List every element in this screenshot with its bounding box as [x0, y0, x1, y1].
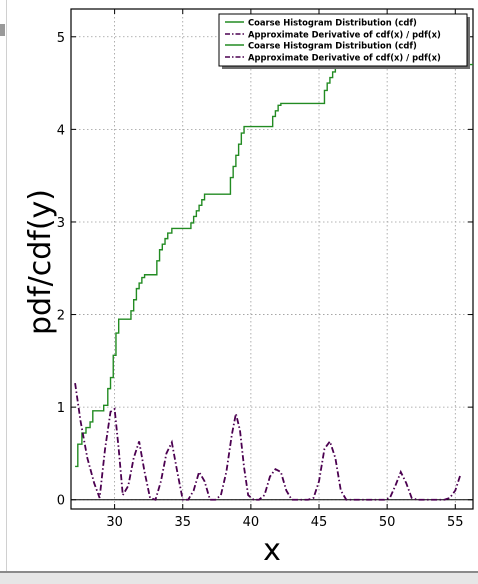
legend: Coarse Histogram Distribution (cdf) Appr… [218, 13, 470, 69]
legend-box [218, 13, 468, 67]
legend-entry-2: Approximate Derivative of cdf(x) / pdf(x… [248, 30, 441, 40]
series [74, 63, 473, 501]
y-tick-label-2: 2 [57, 309, 65, 324]
left-panel-edge [0, 0, 7, 584]
y-tick-label-3: 3 [57, 216, 65, 231]
x-tick-label-4: 50 [379, 515, 396, 530]
x-tick-label-0: 30 [106, 515, 123, 530]
x-tick-label-3: 45 [311, 515, 328, 530]
legend-entry-3: Coarse Histogram Distribution (cdf) [248, 41, 417, 51]
y-tick-label-4: 4 [57, 123, 65, 138]
legend-entry-1: Coarse Histogram Distribution (cdf) [248, 18, 417, 28]
status-bar [0, 571, 478, 584]
left-panel-marker [0, 24, 5, 36]
y-tick-label-0: 0 [57, 494, 65, 509]
series-line-1 [74, 382, 462, 501]
x-axis-label: x [263, 533, 281, 568]
x-tick-label-1: 35 [174, 515, 191, 530]
legend-entry-4: Approximate Derivative of cdf(x) / pdf(x… [248, 53, 441, 63]
plot-area [70, 8, 474, 510]
series-line-0 [75, 63, 473, 468]
y-tick-label-1: 1 [57, 401, 65, 416]
x-tick-label-2: 40 [243, 515, 260, 530]
x-tick-label-5: 55 [447, 515, 464, 530]
y-axis-label: pdf/cdf(y) [23, 189, 58, 335]
y-tick-label-5: 5 [57, 31, 65, 46]
